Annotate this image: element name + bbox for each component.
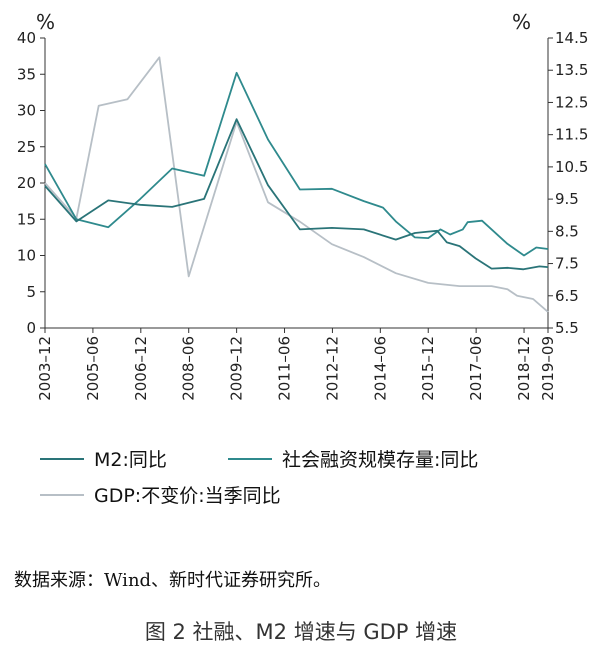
left-tick-label: 30 bbox=[17, 102, 36, 120]
line-chart: % % 0 5 10 15 20 25 30 35 40 5.5 6.5 7.5 8.5 9.5 10.5 1… bbox=[17, 10, 589, 507]
legend-label: 社会融资规模存量:同比 bbox=[282, 449, 478, 471]
right-tick-label: 9.5 bbox=[555, 190, 579, 208]
figure-caption: 图 2 社融、M2 增速与 GDP 增速 bbox=[144, 620, 458, 644]
left-tick-label: 0 bbox=[26, 319, 36, 337]
right-tick-label: 10.5 bbox=[555, 158, 588, 176]
right-tick-label: 8.5 bbox=[555, 222, 579, 240]
source-note: 数据来源：Wind、新时代证券研究所。 bbox=[14, 570, 332, 591]
left-tick-label: 15 bbox=[17, 210, 36, 228]
right-tick-label: 7.5 bbox=[555, 255, 579, 273]
series-line-m2 bbox=[44, 118, 549, 271]
x-tick-label: 2003–12 bbox=[36, 336, 54, 401]
right-tick-label: 11.5 bbox=[555, 126, 588, 144]
right-unit-label: % bbox=[512, 10, 531, 34]
series-line-gdp bbox=[44, 56, 549, 313]
series-line-social-financing bbox=[44, 71, 549, 257]
x-tick-label: 2019–09 bbox=[539, 336, 557, 401]
x-tick-label: 2017–06 bbox=[467, 336, 485, 401]
right-tick-label: 14.5 bbox=[555, 29, 588, 47]
right-tick-label: 5.5 bbox=[555, 319, 579, 337]
left-tick-label: 35 bbox=[17, 65, 36, 83]
right-tick-label: 6.5 bbox=[555, 287, 579, 305]
x-tick-label: 2012–12 bbox=[323, 336, 341, 401]
right-tick-label: 13.5 bbox=[555, 61, 588, 79]
left-tick-label: 25 bbox=[17, 138, 36, 156]
left-tick-label: 20 bbox=[17, 174, 36, 192]
right-tick-label: 12.5 bbox=[555, 93, 588, 111]
x-tick-label: 2011–06 bbox=[276, 336, 294, 401]
x-tick-label: 2005–06 bbox=[84, 336, 102, 401]
x-tick-label: 2014–06 bbox=[371, 336, 389, 401]
legend-label: GDP:不变价:当季同比 bbox=[94, 485, 281, 507]
x-tick-label: 2008–06 bbox=[180, 336, 198, 401]
legend-label: M2:同比 bbox=[94, 449, 167, 471]
left-tick-label: 5 bbox=[26, 283, 36, 301]
x-tick-label: 2009–12 bbox=[228, 336, 246, 401]
left-unit-label: % bbox=[36, 10, 55, 34]
x-tick-label: 2015–12 bbox=[419, 336, 437, 401]
left-tick-label: 10 bbox=[17, 247, 36, 265]
plot-area: 0 5 10 15 20 25 30 35 40 5.5 6.5 7.5 8.5 9.5 10.5 11.5 1… bbox=[17, 29, 589, 401]
left-tick-label: 40 bbox=[17, 29, 36, 47]
x-tick-label: 2006–12 bbox=[132, 336, 150, 401]
x-tick-label: 2018–12 bbox=[515, 336, 533, 401]
